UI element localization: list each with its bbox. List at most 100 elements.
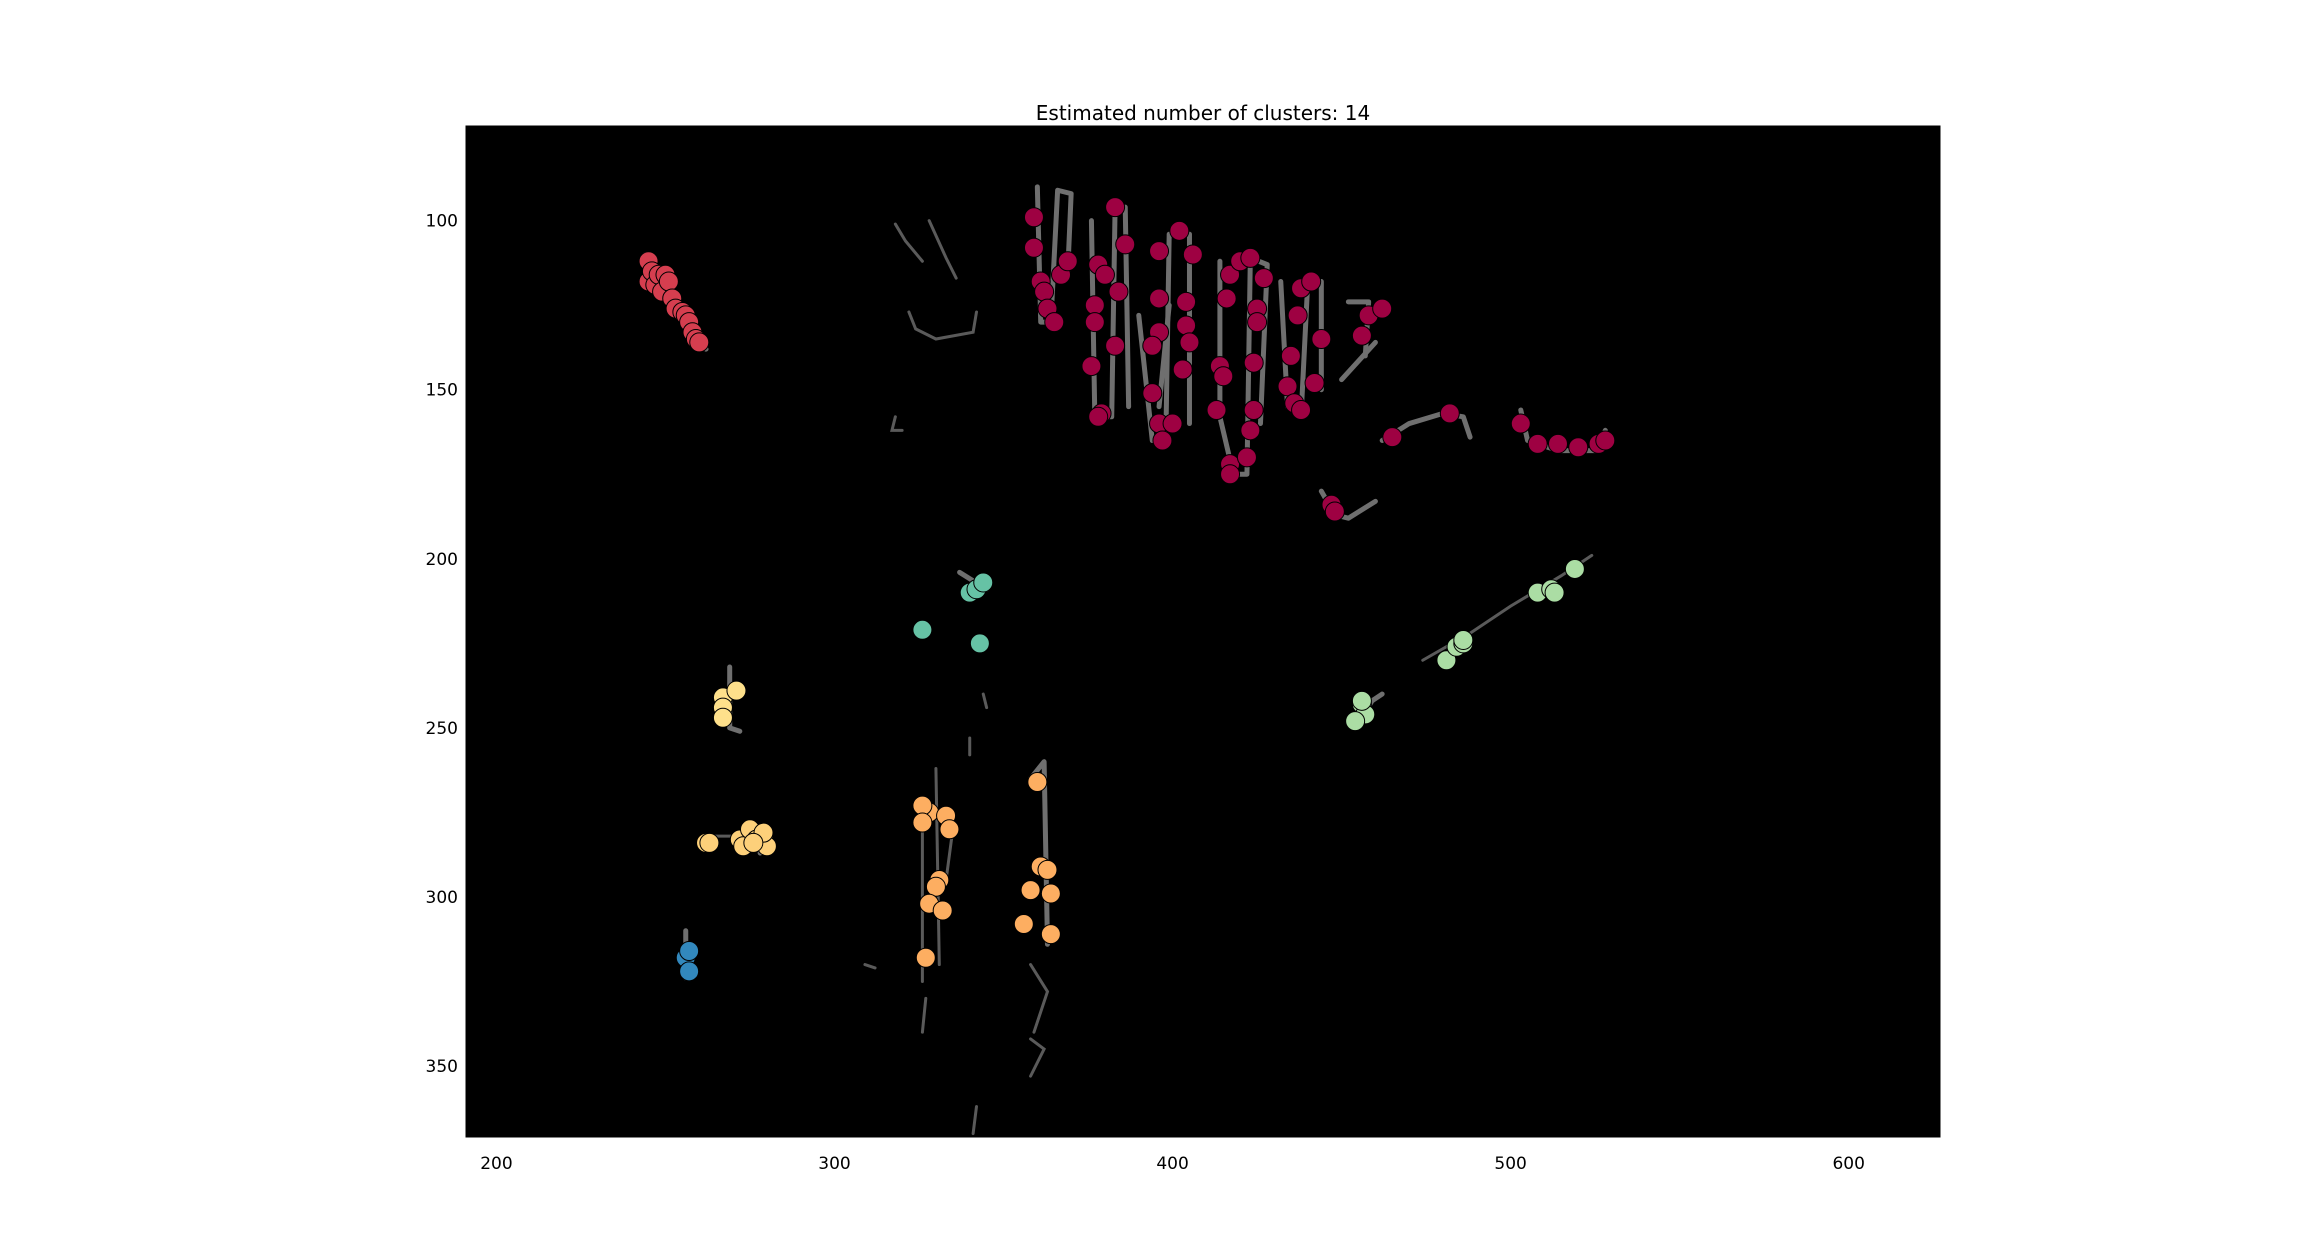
x-tick-label: 200 (480, 1154, 512, 1174)
edge-trace (971, 1105, 978, 1136)
cluster-0-point (1236, 447, 1257, 468)
cluster-3-point (1351, 690, 1372, 711)
cluster-1-point (689, 332, 710, 353)
cluster-6-point (915, 947, 936, 968)
cluster-0-point (1527, 433, 1548, 454)
cluster-6-point (925, 876, 946, 897)
cluster-0-point (1152, 430, 1173, 451)
cluster-0-point (1243, 400, 1264, 421)
cluster-0-point (1142, 383, 1163, 404)
cluster-0-point (1280, 345, 1301, 366)
cluster-6-point (1040, 883, 1061, 904)
cluster-1-point (658, 271, 679, 292)
cluster-0-point (1057, 251, 1078, 272)
y-tick-label: 350 (426, 1057, 458, 1077)
edge-trace (1339, 339, 1378, 383)
edge-trace (890, 415, 904, 432)
cluster-2-point (973, 572, 994, 593)
plot-frame (465, 125, 1941, 1138)
cluster-0-point (1240, 247, 1261, 268)
cluster-0-point (1382, 427, 1403, 448)
cluster-0-point (1287, 305, 1308, 326)
cluster-7-point (679, 941, 700, 962)
cluster-0-point (1311, 329, 1332, 350)
cluster-2-point (912, 619, 933, 640)
cluster-0-point (1142, 335, 1163, 356)
y-axis-ticks: 100 150 200 250 300 350 (426, 212, 458, 1077)
cluster-0-point (1149, 241, 1170, 262)
cluster-0-point (1439, 403, 1460, 424)
cluster-6-point (1020, 880, 1041, 901)
edge-trace (920, 996, 928, 1034)
cluster-2-point (969, 633, 990, 654)
cluster-0-point (1547, 433, 1568, 454)
cluster-0-point (1568, 437, 1589, 458)
cluster-6-point (912, 795, 933, 816)
cluster-6-point (932, 900, 953, 921)
chart-title: Estimated number of clusters: 14 (1036, 101, 1370, 125)
cluster-0-point (1105, 197, 1126, 218)
x-tick-label: 500 (1494, 1154, 1526, 1174)
cluster-0-point (1034, 281, 1055, 302)
edge-trace (1029, 963, 1050, 1034)
cluster-0-point (1206, 400, 1227, 421)
x-tick-label: 300 (818, 1154, 850, 1174)
cluster-0-point (1277, 376, 1298, 397)
cluster-0-point (1243, 352, 1264, 373)
cluster-3-point (1436, 650, 1457, 671)
cluster-0-point (1115, 234, 1136, 255)
edge-trace (927, 219, 958, 280)
cluster-0-point (1253, 268, 1274, 289)
y-tick-label: 200 (426, 550, 458, 570)
cluster-0-point (1044, 312, 1065, 333)
cluster-6-point (1037, 859, 1058, 880)
cluster-0-point (1351, 325, 1372, 346)
cluster-0-point (1162, 413, 1183, 434)
cluster-0-point (1324, 501, 1345, 522)
cluster-0-point (1108, 281, 1129, 302)
cluster-0-point (1105, 335, 1126, 356)
cluster-0-point (1179, 332, 1200, 353)
cluster-0-point (1084, 312, 1105, 333)
cluster-0-point (1220, 464, 1241, 485)
cluster-6-point (1027, 771, 1048, 792)
cluster-0-point (1510, 413, 1531, 434)
cluster-4-point (712, 707, 733, 728)
cluster-0-point (1372, 298, 1393, 319)
cluster-0-point (1182, 244, 1203, 265)
cluster-0-point (1023, 237, 1044, 258)
cluster-7-point (679, 961, 700, 982)
edge-trace (863, 963, 877, 970)
cluster-0-point (1094, 264, 1115, 285)
x-axis-ticks: 200 300 400 500 600 (480, 1154, 1865, 1174)
cluster-6-point (1013, 913, 1034, 934)
cluster-0-point (1595, 430, 1616, 451)
cluster-5-point (743, 832, 764, 853)
cluster-0-point (1149, 288, 1170, 309)
edge-trace (907, 310, 978, 341)
cluster-0-point (1240, 420, 1261, 441)
edge-trace (893, 222, 924, 263)
x-tick-label: 600 (1832, 1154, 1864, 1174)
cluster-0-point (1172, 359, 1193, 380)
y-tick-label: 100 (426, 212, 458, 232)
cluster-0-point (1176, 291, 1197, 312)
cluster-0-point (1301, 271, 1322, 292)
cluster-5-point (699, 832, 720, 853)
cluster-0-point (1169, 220, 1190, 241)
cluster-4-point (726, 680, 747, 701)
cluster-6-point (939, 819, 960, 840)
cluster-0-point (1084, 295, 1105, 316)
edge-trace (934, 766, 941, 967)
cluster-0-point (1213, 366, 1234, 387)
y-tick-label: 250 (426, 719, 458, 739)
edge-trace (981, 692, 989, 710)
cluster-3-point (1453, 629, 1474, 650)
cluster-0-point (1216, 288, 1237, 309)
cluster-3-point (1544, 582, 1565, 603)
cluster-6-point (912, 812, 933, 833)
cluster-0-point (1081, 356, 1102, 377)
cluster-3-point (1564, 558, 1585, 579)
cluster-points (638, 197, 1616, 982)
